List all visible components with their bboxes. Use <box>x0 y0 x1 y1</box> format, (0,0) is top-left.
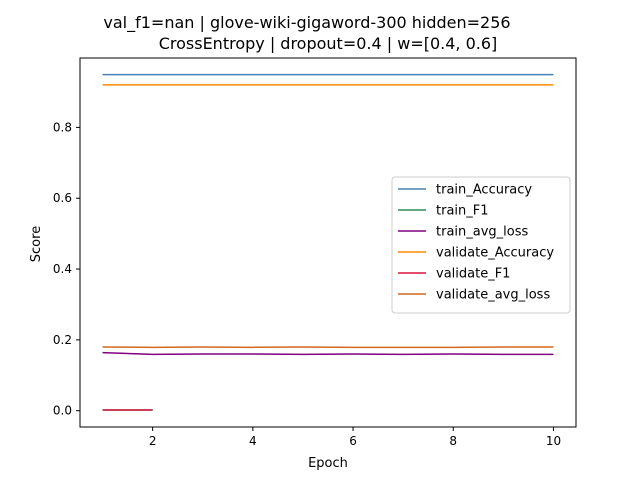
series-layer <box>102 73 554 411</box>
legend-entry-label: train_avg_loss <box>436 225 529 240</box>
y-tick-label: 0.8 <box>53 120 72 134</box>
x-tick-label: 10 <box>546 434 561 448</box>
legend-entry-label: validate_F1 <box>436 267 510 282</box>
x-tick-label: 8 <box>449 434 457 448</box>
x-tick-label: 6 <box>349 434 357 448</box>
x-axis-label: Epoch <box>308 456 348 471</box>
legend-box <box>391 176 571 314</box>
y-tick-label: 0.2 <box>53 333 72 347</box>
y-tick-label: 0.0 <box>53 404 72 418</box>
legend: train_Accuracy train_F1 train_avg_lossvali… <box>391 176 571 314</box>
y-tick-label: 0.4 <box>53 262 72 276</box>
chart-title-line-2: CrossEntropy | dropout=0.4 | w=[0.4, 0.6… <box>159 34 498 53</box>
y-axis-ticks: 0.0 0.2 0.4 0.6 0.8 <box>53 120 80 418</box>
legend-entry-label: validate_avg_loss <box>436 288 550 303</box>
chart-title-line-1: val_f1=nan | glove-wiki-gigaword-300 hid… <box>103 13 510 33</box>
legend-entry-label: train_Accuracy <box>436 183 532 198</box>
plot-area <box>79 57 577 428</box>
plot-frame <box>79 57 577 428</box>
legend-entry-label: validate_Accuracy <box>436 246 554 261</box>
x-tick-label: 4 <box>249 434 257 448</box>
legend-entry-label: train_F1 <box>436 204 489 219</box>
x-axis-ticks: 2 4 6 8 10 <box>149 427 561 448</box>
y-tick-label: 0.6 <box>53 191 72 205</box>
x-tick-label: 2 <box>149 434 157 448</box>
series-line-train-avg-loss <box>102 351 554 356</box>
y-axis-label: Score <box>29 226 44 262</box>
